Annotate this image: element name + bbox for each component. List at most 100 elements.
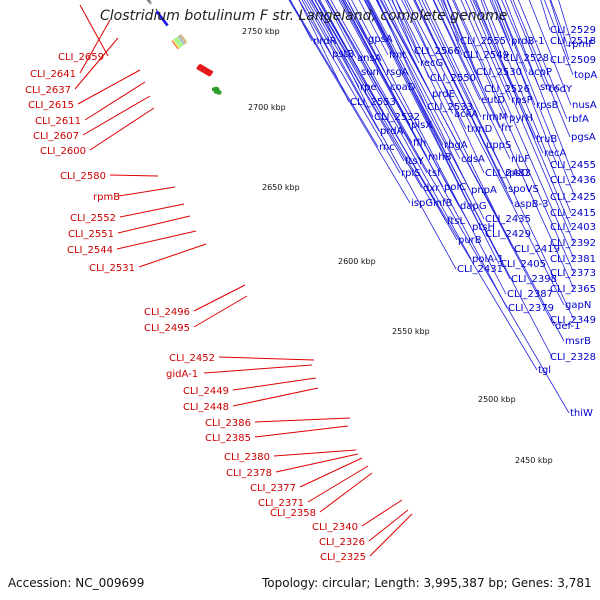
forward-strand-gene-label: cdsA bbox=[461, 154, 485, 165]
reverse-strand-gene-label: CLI_2600 bbox=[40, 146, 86, 157]
red-leader-line bbox=[273, 449, 357, 457]
reverse-strand-gene-label: CLI_2641 bbox=[30, 69, 76, 80]
forward-strand-gene-label: CLI_2549 bbox=[463, 50, 509, 61]
blue-leader-line bbox=[306, 0, 457, 270]
blue-leader-line bbox=[528, 0, 572, 106]
forward-strand-gene-label: CLI_2387 bbox=[507, 289, 553, 300]
red-leader-line bbox=[369, 513, 413, 557]
red-leader-line bbox=[74, 37, 119, 90]
map-title: Clostridium botulinum F str. Langeland, … bbox=[100, 8, 508, 24]
forward-strand-gene-label: dapG bbox=[460, 201, 487, 212]
forward-strand-gene-label: spoVS bbox=[508, 184, 539, 195]
forward-strand-gene-label: CLI_2415 bbox=[550, 208, 596, 219]
forward-strand-gene-label: rbgA bbox=[444, 140, 468, 151]
forward-strand-gene-label: CLI_2529 bbox=[550, 25, 596, 36]
blue-leader-line bbox=[470, 0, 575, 244]
forward-strand-gene-label: CLI_2381 bbox=[550, 254, 596, 265]
blue-leader-line bbox=[424, 0, 482, 118]
blue-leader-line bbox=[377, 0, 427, 108]
reverse-strand-gene-label: CLI_2637 bbox=[25, 85, 71, 96]
red-leader-line bbox=[79, 4, 109, 57]
blue-leader-line bbox=[496, 0, 528, 73]
forward-strand-gene-label: pgsA bbox=[571, 132, 596, 143]
red-leader-line bbox=[307, 465, 369, 503]
blue-leader-line bbox=[330, 0, 413, 144]
reverse-strand-gene-label: CLI_2531 bbox=[89, 263, 135, 274]
forward-strand-gene-label: eutD bbox=[481, 95, 505, 106]
forward-strand-gene-label: CLI_2550 bbox=[430, 73, 476, 84]
blue-leader-line bbox=[475, 0, 572, 228]
reverse-strand-gene-label: CLI_2377 bbox=[250, 483, 296, 494]
forward-strand-gene-label: rimM bbox=[482, 112, 507, 123]
blue-leader-line bbox=[549, 0, 570, 61]
blue-leader-line bbox=[480, 0, 503, 59]
label-leader-lines bbox=[74, 0, 576, 557]
red-leader-line bbox=[203, 364, 313, 374]
forward-strand-gene-label: CLI_2425 bbox=[550, 192, 596, 203]
blue-leader-line bbox=[550, 0, 568, 45]
reverse-strand-gene-label: CLI_2448 bbox=[183, 402, 229, 413]
forward-strand-gene-label: purB bbox=[458, 235, 482, 246]
blue-leader-line bbox=[432, 0, 481, 101]
forward-strand-gene-label: coaD bbox=[390, 82, 416, 93]
blue-leader-line bbox=[326, 0, 472, 260]
red-leader-line bbox=[275, 453, 359, 473]
forward-strand-gene-label: tgl bbox=[538, 365, 551, 376]
blue-leader-line bbox=[558, 0, 572, 42]
forward-strand-gene-label: pnpA bbox=[471, 185, 497, 196]
blue-leader-line bbox=[395, 0, 430, 79]
reverse-strand-gene-label: CLI_2449 bbox=[183, 386, 229, 397]
forward-strand-gene-label: ffh bbox=[413, 138, 426, 149]
reverse-strand-gene-label: CLI_2325 bbox=[320, 552, 366, 563]
blue-leader-line bbox=[317, 0, 458, 241]
forward-strand-gene-label: CLI_2532 bbox=[374, 112, 420, 123]
forward-strand-gene-label: infB bbox=[433, 198, 453, 209]
forward-strand-gene-label: polC bbox=[444, 182, 466, 193]
forward-strand-gene-label: codY bbox=[548, 84, 573, 95]
forward-strand-gene-label: sun bbox=[361, 67, 379, 78]
forward-strand-gene-label: CLI_2528 bbox=[503, 53, 549, 64]
blue-leader-line bbox=[442, 0, 575, 290]
blue-leader-line bbox=[483, 0, 572, 214]
blue-leader-line bbox=[341, 0, 508, 309]
blue-leader-line bbox=[544, 0, 574, 76]
blue-leader-line bbox=[351, 0, 507, 295]
blue-leader-line bbox=[512, 0, 571, 138]
forward-strand-gene-label: thiW bbox=[570, 408, 593, 419]
blue-leader-line bbox=[310, 0, 423, 189]
forward-strand-gene-label: smc bbox=[540, 82, 560, 93]
forward-strand-gene-label: CLI_2349 bbox=[550, 315, 596, 326]
blue-leader-line bbox=[325, 0, 357, 59]
reverse-strand-gene-label: CLI_2378 bbox=[226, 468, 272, 479]
red-leader-line bbox=[254, 417, 351, 423]
reverse-strand-gene-label: CLI_2496 bbox=[144, 307, 190, 318]
blue-leader-line bbox=[289, 0, 379, 148]
red-leader-line bbox=[138, 243, 207, 268]
forward-strand-gene-label: plsX bbox=[411, 120, 432, 131]
blue-leader-line bbox=[395, 0, 454, 115]
forward-strand-gene-label: acpP bbox=[528, 67, 552, 78]
forward-strand-gene-label: rbfA bbox=[568, 114, 589, 125]
blue-leader-line bbox=[440, 0, 463, 56]
cog-color-track bbox=[171, 33, 188, 50]
blue-leader-line bbox=[496, 0, 576, 198]
red-leader-line bbox=[368, 509, 409, 542]
marker-dot bbox=[213, 90, 218, 94]
blue-leader-line bbox=[387, 0, 420, 64]
backbone-highlight bbox=[148, 1, 153, 5]
blue-leader-line bbox=[453, 0, 509, 119]
blue-leader-line bbox=[452, 0, 575, 274]
red-leader-line bbox=[232, 387, 319, 407]
blue-leader-line bbox=[391, 0, 414, 52]
blue-leader-line bbox=[301, 0, 332, 55]
forward-strand-gene-label: pyrH bbox=[509, 113, 533, 124]
blue-leader-line bbox=[347, 0, 368, 40]
kbp-tick-label: 2650 kbp bbox=[262, 183, 300, 192]
blue-leader-line bbox=[421, 0, 575, 321]
forward-strand-gene-label: ftsY bbox=[405, 156, 424, 167]
topology-label: Topology: circular; Length: 3,995,387 bp… bbox=[262, 576, 592, 590]
blue-leader-line bbox=[474, 0, 544, 154]
reverse-strand-gene-label: CLI_2358 bbox=[270, 508, 316, 519]
reverse-cds bbox=[196, 65, 212, 77]
forward-strand-gene-label: prdB-1 bbox=[511, 36, 544, 47]
